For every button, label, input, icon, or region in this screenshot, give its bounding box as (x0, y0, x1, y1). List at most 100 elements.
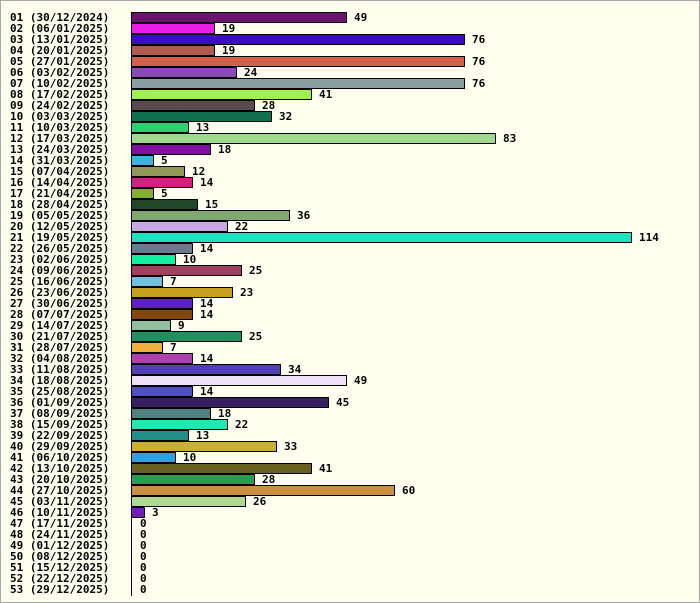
category-label: 45 (03/11/2025) (10, 495, 109, 508)
category-label: 46 (10/11/2025) (10, 506, 109, 519)
bar (131, 463, 312, 474)
value-label: 13 (196, 429, 209, 442)
category-label: 15 (07/04/2025) (10, 165, 109, 178)
value-label: 25 (249, 330, 262, 343)
category-label: 22 (26/05/2025) (10, 242, 109, 255)
category-label: 37 (08/09/2025) (10, 407, 109, 420)
category-label: 09 (24/02/2025) (10, 99, 109, 112)
category-label: 02 (06/01/2025) (10, 22, 109, 35)
category-label: 25 (16/06/2025) (10, 275, 109, 288)
category-label: 07 (10/02/2025) (10, 77, 109, 90)
value-label: 49 (354, 11, 367, 24)
value-label: 18 (218, 143, 231, 156)
bar (131, 210, 290, 221)
value-label: 13 (196, 121, 209, 134)
bar (131, 177, 193, 188)
bar (131, 364, 281, 375)
value-label: 0 (140, 539, 147, 552)
value-label: 76 (472, 55, 486, 68)
bar (131, 133, 496, 144)
category-label: 34 (18/08/2025) (10, 374, 109, 387)
category-label: 10 (03/03/2025) (10, 110, 109, 123)
category-label: 06 (03/02/2025) (10, 66, 109, 79)
category-label: 51 (15/12/2025) (10, 561, 109, 574)
category-label: 01 (30/12/2024) (10, 11, 109, 24)
value-label: 28 (262, 473, 275, 486)
bar (131, 67, 237, 78)
value-label: 0 (140, 583, 147, 596)
bar (131, 507, 145, 518)
bar (131, 397, 329, 408)
bar (131, 309, 193, 320)
bar (131, 34, 465, 45)
bar (131, 298, 193, 309)
bar (131, 78, 465, 89)
bar (131, 155, 154, 166)
bar (131, 386, 193, 397)
category-label: 49 (01/12/2025) (10, 539, 109, 552)
category-label: 20 (12/05/2025) (10, 220, 109, 233)
value-label: 22 (235, 418, 248, 431)
category-label: 11 (10/03/2025) (10, 121, 109, 134)
value-label: 14 (200, 308, 214, 321)
category-label: 19 (05/05/2025) (10, 209, 109, 222)
value-label: 22 (235, 220, 248, 233)
value-label: 9 (178, 319, 185, 332)
value-label: 0 (140, 561, 147, 574)
category-label: 50 (08/12/2025) (10, 550, 109, 563)
value-label: 19 (222, 44, 235, 57)
bar (131, 485, 395, 496)
value-label: 0 (140, 528, 147, 541)
bar (131, 243, 193, 254)
bar (131, 408, 211, 419)
value-label: 14 (200, 385, 214, 398)
bar (131, 441, 277, 452)
bar (131, 56, 465, 67)
category-label: 33 (11/08/2025) (10, 363, 109, 376)
category-label: 03 (13/01/2025) (10, 33, 109, 46)
bar (131, 111, 272, 122)
category-label: 08 (17/02/2025) (10, 88, 109, 101)
bar (131, 23, 215, 34)
category-label: 31 (28/07/2025) (10, 341, 109, 354)
category-label: 40 (29/09/2025) (10, 440, 109, 453)
value-label: 41 (319, 88, 333, 101)
bar (131, 232, 632, 243)
value-label: 83 (503, 132, 516, 145)
bar (131, 254, 176, 265)
value-label: 114 (639, 231, 659, 244)
value-label: 14 (200, 242, 214, 255)
category-label: 23 (02/06/2025) (10, 253, 109, 266)
bar (131, 287, 233, 298)
bar (131, 342, 163, 353)
bar (131, 122, 189, 133)
value-label: 0 (140, 572, 147, 585)
category-label: 13 (24/03/2025) (10, 143, 109, 156)
category-label: 52 (22/12/2025) (10, 572, 109, 585)
value-label: 0 (140, 517, 147, 530)
bar (131, 375, 347, 386)
bar (131, 320, 171, 331)
bar (131, 265, 242, 276)
category-label: 42 (13/10/2025) (10, 462, 109, 475)
value-label: 5 (161, 187, 168, 200)
bar (131, 331, 242, 342)
bar (131, 188, 154, 199)
value-label: 19 (222, 22, 235, 35)
bar (131, 166, 185, 177)
value-label: 23 (240, 286, 253, 299)
bar (131, 419, 228, 430)
category-label: 32 (04/08/2025) (10, 352, 109, 365)
category-label: 36 (01/09/2025) (10, 396, 109, 409)
value-label: 5 (161, 154, 168, 167)
value-label: 76 (472, 33, 486, 46)
category-label: 43 (20/10/2025) (10, 473, 109, 486)
value-label: 15 (205, 198, 218, 211)
value-label: 25 (249, 264, 262, 277)
category-label: 05 (27/01/2025) (10, 55, 109, 68)
bar (131, 144, 211, 155)
category-label: 48 (24/11/2025) (10, 528, 109, 541)
category-label: 18 (28/04/2025) (10, 198, 109, 211)
bar (131, 199, 198, 210)
category-label: 38 (15/09/2025) (10, 418, 109, 431)
